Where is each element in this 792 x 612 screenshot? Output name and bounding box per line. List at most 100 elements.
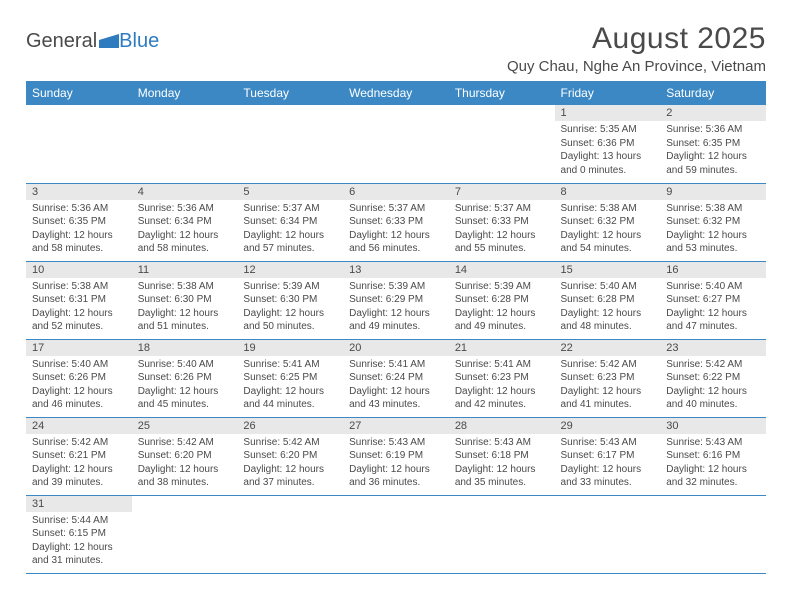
day-details: Sunrise: 5:38 AMSunset: 6:32 PMDaylight:…	[555, 200, 661, 260]
calendar-cell	[237, 105, 343, 183]
day-number: 23	[660, 340, 766, 356]
day-number: 16	[660, 262, 766, 278]
calendar-page: General Blue August 2025 Quy Chau, Nghe …	[0, 0, 792, 584]
day-details: Sunrise: 5:43 AMSunset: 6:17 PMDaylight:…	[555, 434, 661, 494]
day-number: 25	[132, 418, 238, 434]
day-details: Sunrise: 5:42 AMSunset: 6:23 PMDaylight:…	[555, 356, 661, 416]
calendar-cell	[343, 495, 449, 573]
day-details: Sunrise: 5:40 AMSunset: 6:26 PMDaylight:…	[132, 356, 238, 416]
day-details: Sunrise: 5:42 AMSunset: 6:20 PMDaylight:…	[132, 434, 238, 494]
calendar-cell	[237, 495, 343, 573]
day-number: 30	[660, 418, 766, 434]
calendar-cell: 17Sunrise: 5:40 AMSunset: 6:26 PMDayligh…	[26, 339, 132, 417]
day-details: Sunrise: 5:39 AMSunset: 6:29 PMDaylight:…	[343, 278, 449, 338]
month-title: August 2025	[507, 22, 766, 56]
calendar-cell	[132, 105, 238, 183]
calendar-cell	[343, 105, 449, 183]
day-details: Sunrise: 5:38 AMSunset: 6:32 PMDaylight:…	[660, 200, 766, 260]
title-block: August 2025 Quy Chau, Nghe An Province, …	[507, 22, 766, 75]
day-header-row: SundayMondayTuesdayWednesdayThursdayFrid…	[26, 81, 766, 105]
calendar-head: SundayMondayTuesdayWednesdayThursdayFrid…	[26, 81, 766, 105]
logo-text-2: Blue	[119, 30, 159, 53]
day-details: Sunrise: 5:37 AMSunset: 6:33 PMDaylight:…	[343, 200, 449, 260]
calendar-cell: 19Sunrise: 5:41 AMSunset: 6:25 PMDayligh…	[237, 339, 343, 417]
calendar-week-row: 1Sunrise: 5:35 AMSunset: 6:36 PMDaylight…	[26, 105, 766, 183]
calendar-cell: 4Sunrise: 5:36 AMSunset: 6:34 PMDaylight…	[132, 183, 238, 261]
day-details: Sunrise: 5:36 AMSunset: 6:35 PMDaylight:…	[660, 121, 766, 181]
day-number: 12	[237, 262, 343, 278]
day-number: 31	[26, 496, 132, 512]
calendar-cell: 6Sunrise: 5:37 AMSunset: 6:33 PMDaylight…	[343, 183, 449, 261]
calendar-cell: 23Sunrise: 5:42 AMSunset: 6:22 PMDayligh…	[660, 339, 766, 417]
day-number: 11	[132, 262, 238, 278]
calendar-cell	[660, 495, 766, 573]
calendar-cell: 14Sunrise: 5:39 AMSunset: 6:28 PMDayligh…	[449, 261, 555, 339]
day-number: 5	[237, 184, 343, 200]
day-number: 14	[449, 262, 555, 278]
day-number: 15	[555, 262, 661, 278]
day-number: 3	[26, 184, 132, 200]
day-number: 13	[343, 262, 449, 278]
page-header: General Blue August 2025 Quy Chau, Nghe …	[26, 22, 766, 75]
day-number: 9	[660, 184, 766, 200]
calendar-table: SundayMondayTuesdayWednesdayThursdayFrid…	[26, 81, 766, 574]
day-number: 10	[26, 262, 132, 278]
calendar-cell: 31Sunrise: 5:44 AMSunset: 6:15 PMDayligh…	[26, 495, 132, 573]
calendar-cell: 11Sunrise: 5:38 AMSunset: 6:30 PMDayligh…	[132, 261, 238, 339]
day-details: Sunrise: 5:41 AMSunset: 6:25 PMDaylight:…	[237, 356, 343, 416]
day-details: Sunrise: 5:36 AMSunset: 6:35 PMDaylight:…	[26, 200, 132, 260]
logo-text-1: General	[26, 30, 97, 53]
calendar-cell: 2Sunrise: 5:36 AMSunset: 6:35 PMDaylight…	[660, 105, 766, 183]
calendar-cell: 27Sunrise: 5:43 AMSunset: 6:19 PMDayligh…	[343, 417, 449, 495]
calendar-cell: 21Sunrise: 5:41 AMSunset: 6:23 PMDayligh…	[449, 339, 555, 417]
day-number: 19	[237, 340, 343, 356]
logo: General Blue	[26, 22, 159, 53]
location-text: Quy Chau, Nghe An Province, Vietnam	[507, 58, 766, 75]
calendar-cell: 15Sunrise: 5:40 AMSunset: 6:28 PMDayligh…	[555, 261, 661, 339]
day-details: Sunrise: 5:39 AMSunset: 6:30 PMDaylight:…	[237, 278, 343, 338]
calendar-week-row: 31Sunrise: 5:44 AMSunset: 6:15 PMDayligh…	[26, 495, 766, 573]
day-number: 20	[343, 340, 449, 356]
day-details: Sunrise: 5:42 AMSunset: 6:22 PMDaylight:…	[660, 356, 766, 416]
calendar-cell: 30Sunrise: 5:43 AMSunset: 6:16 PMDayligh…	[660, 417, 766, 495]
day-number: 29	[555, 418, 661, 434]
calendar-week-row: 10Sunrise: 5:38 AMSunset: 6:31 PMDayligh…	[26, 261, 766, 339]
day-number: 24	[26, 418, 132, 434]
day-details: Sunrise: 5:43 AMSunset: 6:19 PMDaylight:…	[343, 434, 449, 494]
day-number: 21	[449, 340, 555, 356]
calendar-week-row: 17Sunrise: 5:40 AMSunset: 6:26 PMDayligh…	[26, 339, 766, 417]
day-header: Friday	[555, 81, 661, 105]
calendar-cell: 29Sunrise: 5:43 AMSunset: 6:17 PMDayligh…	[555, 417, 661, 495]
day-details: Sunrise: 5:43 AMSunset: 6:18 PMDaylight:…	[449, 434, 555, 494]
calendar-cell: 10Sunrise: 5:38 AMSunset: 6:31 PMDayligh…	[26, 261, 132, 339]
day-header: Thursday	[449, 81, 555, 105]
day-number: 26	[237, 418, 343, 434]
day-number: 22	[555, 340, 661, 356]
day-number: 6	[343, 184, 449, 200]
calendar-cell	[26, 105, 132, 183]
day-details: Sunrise: 5:43 AMSunset: 6:16 PMDaylight:…	[660, 434, 766, 494]
day-header: Tuesday	[237, 81, 343, 105]
calendar-cell: 1Sunrise: 5:35 AMSunset: 6:36 PMDaylight…	[555, 105, 661, 183]
calendar-cell: 22Sunrise: 5:42 AMSunset: 6:23 PMDayligh…	[555, 339, 661, 417]
day-header: Sunday	[26, 81, 132, 105]
calendar-cell: 25Sunrise: 5:42 AMSunset: 6:20 PMDayligh…	[132, 417, 238, 495]
day-details: Sunrise: 5:41 AMSunset: 6:24 PMDaylight:…	[343, 356, 449, 416]
day-number: 27	[343, 418, 449, 434]
calendar-cell: 7Sunrise: 5:37 AMSunset: 6:33 PMDaylight…	[449, 183, 555, 261]
calendar-cell	[132, 495, 238, 573]
calendar-cell: 3Sunrise: 5:36 AMSunset: 6:35 PMDaylight…	[26, 183, 132, 261]
calendar-cell: 28Sunrise: 5:43 AMSunset: 6:18 PMDayligh…	[449, 417, 555, 495]
day-number: 7	[449, 184, 555, 200]
day-header: Saturday	[660, 81, 766, 105]
day-details: Sunrise: 5:40 AMSunset: 6:28 PMDaylight:…	[555, 278, 661, 338]
calendar-cell: 20Sunrise: 5:41 AMSunset: 6:24 PMDayligh…	[343, 339, 449, 417]
day-number: 17	[26, 340, 132, 356]
day-details: Sunrise: 5:40 AMSunset: 6:26 PMDaylight:…	[26, 356, 132, 416]
day-details: Sunrise: 5:36 AMSunset: 6:34 PMDaylight:…	[132, 200, 238, 260]
day-number: 28	[449, 418, 555, 434]
calendar-week-row: 3Sunrise: 5:36 AMSunset: 6:35 PMDaylight…	[26, 183, 766, 261]
calendar-cell: 24Sunrise: 5:42 AMSunset: 6:21 PMDayligh…	[26, 417, 132, 495]
day-details: Sunrise: 5:38 AMSunset: 6:31 PMDaylight:…	[26, 278, 132, 338]
day-details: Sunrise: 5:37 AMSunset: 6:34 PMDaylight:…	[237, 200, 343, 260]
